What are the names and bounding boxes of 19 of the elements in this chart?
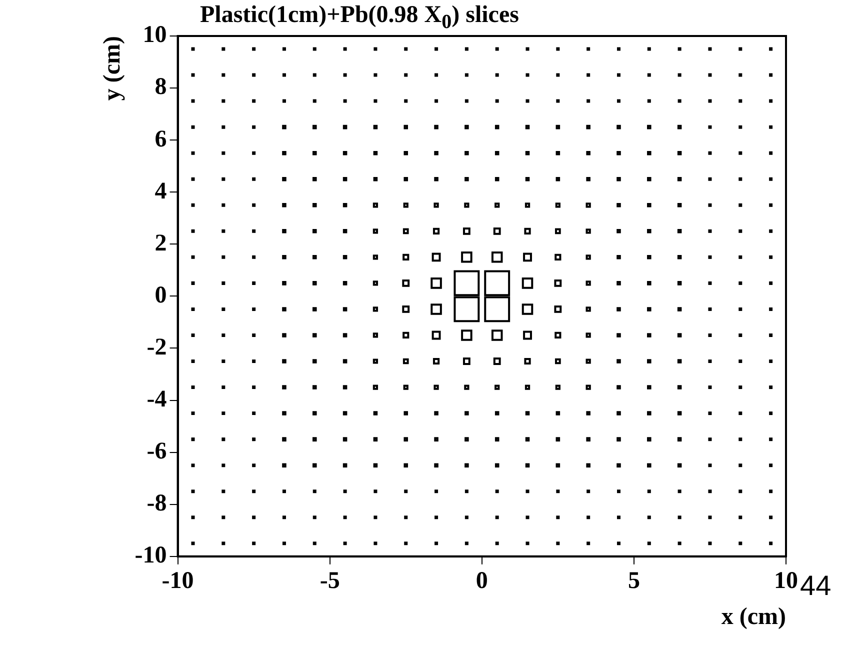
x-tick-label: 5 (628, 568, 640, 594)
y-tick-label: 0 (154, 282, 167, 308)
y-tick-label: -8 (146, 490, 167, 517)
y-tick-label: -2 (146, 334, 167, 360)
y-axis-title: y (cm) (100, 36, 126, 101)
y-tick-label: 4 (154, 178, 167, 204)
y-tick-label: -6 (146, 438, 167, 465)
y-tick-label: -10 (134, 542, 167, 569)
x-tick-label: 0 (476, 568, 488, 594)
y-tick-label: 8 (154, 74, 167, 100)
x-axis-title: x (cm) (721, 604, 786, 630)
x-tick-label: 10 (774, 568, 798, 594)
y-tick-label: 6 (154, 126, 167, 152)
text: 44 (800, 570, 832, 602)
y-tick-label: -4 (146, 386, 167, 412)
y-tick-label: 2 (154, 230, 167, 256)
y-tick-label: 10 (142, 22, 167, 48)
x-tick-label: -5 (320, 568, 340, 594)
chart-title: Plastic(1cm)+Pb(0.98 X$_{0}$) slices (200, 2, 519, 34)
